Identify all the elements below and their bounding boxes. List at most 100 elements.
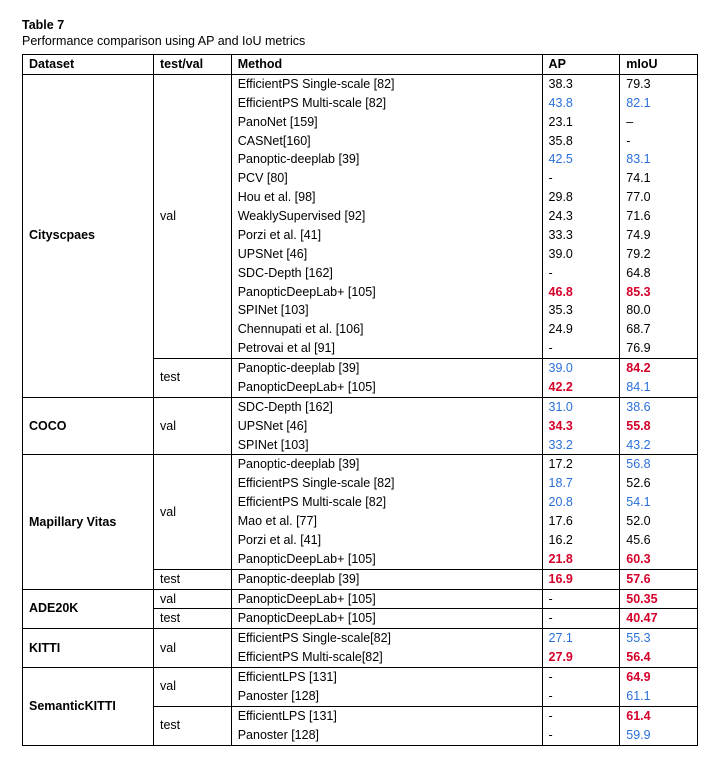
table-row: SemanticKITTIvalEfficientLPS [131]-64.9 <box>23 668 698 687</box>
miou-cell: 64.8 <box>620 264 698 283</box>
method-cell: Panoster [128] <box>231 726 542 745</box>
ap-cell: 43.8 <box>542 94 620 113</box>
miou-cell: 74.9 <box>620 226 698 245</box>
method-cell: Panoptic-deeplab [39] <box>231 569 542 589</box>
ap-cell: - <box>542 668 620 687</box>
ap-cell: 23.1 <box>542 113 620 132</box>
miou-cell: 80.0 <box>620 301 698 320</box>
miou-cell: 64.9 <box>620 668 698 687</box>
method-cell: PCV [80] <box>231 169 542 188</box>
table-row: KITTIvalEfficientPS Single-scale[82]27.1… <box>23 629 698 648</box>
method-cell: Petrovai et al [91] <box>231 339 542 358</box>
miou-cell: 59.9 <box>620 726 698 745</box>
miou-cell: - <box>620 132 698 151</box>
method-cell: PanopticDeepLab+ [105] <box>231 283 542 302</box>
table-row: ADE20KvalPanopticDeepLab+ [105]-50.35 <box>23 589 698 609</box>
ap-cell: 33.2 <box>542 436 620 455</box>
method-cell: EfficientPS Single-scale [82] <box>231 74 542 93</box>
miou-cell: 40.47 <box>620 609 698 629</box>
ap-cell: 29.8 <box>542 188 620 207</box>
miou-cell: 55.3 <box>620 629 698 648</box>
dataset-cell: COCO <box>23 397 154 455</box>
miou-cell: 79.3 <box>620 74 698 93</box>
method-cell: CASNet[160] <box>231 132 542 151</box>
method-cell: Panoptic-deeplab [39] <box>231 455 542 474</box>
ap-cell: - <box>542 264 620 283</box>
ap-cell: 39.0 <box>542 245 620 264</box>
results-table: Dataset test/val Method AP mIoU Cityscpa… <box>22 54 698 746</box>
method-cell: Mao et al. [77] <box>231 512 542 531</box>
method-cell: PanopticDeepLab+ [105] <box>231 589 542 609</box>
method-cell: SPINet [103] <box>231 436 542 455</box>
method-cell: UPSNet [46] <box>231 245 542 264</box>
table-number: Table 7 <box>22 18 698 32</box>
split-cell: test <box>154 359 232 398</box>
miou-cell: 43.2 <box>620 436 698 455</box>
table-row: COCOvalSDC-Depth [162]31.038.6 <box>23 397 698 416</box>
method-cell: PanopticDeepLab+ [105] <box>231 550 542 569</box>
miou-cell: 57.6 <box>620 569 698 589</box>
ap-cell: - <box>542 726 620 745</box>
ap-cell: 16.2 <box>542 531 620 550</box>
method-cell: Panoptic-deeplab [39] <box>231 359 542 378</box>
miou-cell: 52.6 <box>620 474 698 493</box>
col-ap: AP <box>542 55 620 75</box>
split-cell: val <box>154 668 232 707</box>
col-method: Method <box>231 55 542 75</box>
miou-cell: 68.7 <box>620 320 698 339</box>
miou-cell: 52.0 <box>620 512 698 531</box>
ap-cell: 27.9 <box>542 648 620 667</box>
miou-cell: 79.2 <box>620 245 698 264</box>
miou-cell: 77.0 <box>620 188 698 207</box>
method-cell: SDC-Depth [162] <box>231 397 542 416</box>
miou-cell: 60.3 <box>620 550 698 569</box>
miou-cell: – <box>620 113 698 132</box>
miou-cell: 71.6 <box>620 207 698 226</box>
method-cell: Porzi et al. [41] <box>231 226 542 245</box>
method-cell: EfficientLPS [131] <box>231 706 542 725</box>
method-cell: SPINet [103] <box>231 301 542 320</box>
miou-cell: 45.6 <box>620 531 698 550</box>
split-cell: test <box>154 706 232 745</box>
split-cell: val <box>154 455 232 569</box>
method-cell: PanopticDeepLab+ [105] <box>231 378 542 397</box>
ap-cell: 33.3 <box>542 226 620 245</box>
header-row: Dataset test/val Method AP mIoU <box>23 55 698 75</box>
ap-cell: - <box>542 609 620 629</box>
miou-cell: 61.4 <box>620 706 698 725</box>
table-row: Mapillary VitasvalPanoptic-deeplab [39]1… <box>23 455 698 474</box>
method-cell: EfficientLPS [131] <box>231 668 542 687</box>
col-testval: test/val <box>154 55 232 75</box>
miou-cell: 56.4 <box>620 648 698 667</box>
ap-cell: 46.8 <box>542 283 620 302</box>
ap-cell: 27.1 <box>542 629 620 648</box>
ap-cell: 35.8 <box>542 132 620 151</box>
ap-cell: 16.9 <box>542 569 620 589</box>
split-cell: val <box>154 629 232 668</box>
method-cell: PanoNet [159] <box>231 113 542 132</box>
col-dataset: Dataset <box>23 55 154 75</box>
miou-cell: 74.1 <box>620 169 698 188</box>
split-cell: val <box>154 397 232 455</box>
miou-cell: 54.1 <box>620 493 698 512</box>
method-cell: EfficientPS Multi-scale [82] <box>231 94 542 113</box>
method-cell: EfficientPS Single-scale[82] <box>231 629 542 648</box>
miou-cell: 83.1 <box>620 150 698 169</box>
miou-cell: 76.9 <box>620 339 698 358</box>
method-cell: EfficientPS Single-scale [82] <box>231 474 542 493</box>
method-cell: UPSNet [46] <box>231 417 542 436</box>
miou-cell: 50.35 <box>620 589 698 609</box>
split-cell: val <box>154 74 232 358</box>
ap-cell: 18.7 <box>542 474 620 493</box>
dataset-cell: Cityscpaes <box>23 74 154 397</box>
method-cell: Porzi et al. [41] <box>231 531 542 550</box>
ap-cell: 38.3 <box>542 74 620 93</box>
split-cell: test <box>154 609 232 629</box>
method-cell: PanopticDeepLab+ [105] <box>231 609 542 629</box>
method-cell: EfficientPS Multi-scale[82] <box>231 648 542 667</box>
method-cell: Panoptic-deeplab [39] <box>231 150 542 169</box>
ap-cell: 42.2 <box>542 378 620 397</box>
dataset-cell: SemanticKITTI <box>23 668 154 746</box>
table-caption: Table 7 Performance comparison using AP … <box>22 18 698 48</box>
ap-cell: - <box>542 706 620 725</box>
